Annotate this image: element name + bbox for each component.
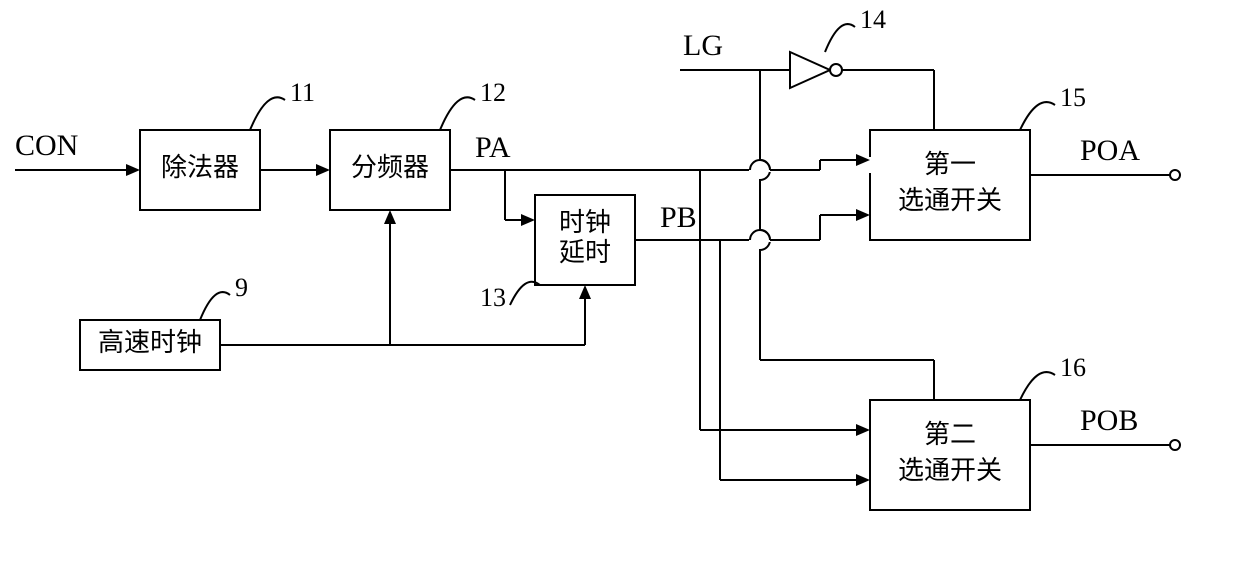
arrowhead-icon: [521, 214, 535, 226]
block-clock-delay-label1: 时钟: [559, 208, 611, 237]
callout-11-leader: [250, 97, 285, 130]
callout-9-label: 9: [235, 273, 248, 302]
callout-16-label: 16: [1060, 353, 1086, 382]
terminal-poa: [1170, 170, 1180, 180]
arrowhead-icon: [856, 209, 870, 221]
arrowhead-icon: [579, 285, 591, 299]
callout-16-leader: [1020, 372, 1055, 400]
arrowhead-icon: [856, 474, 870, 486]
block-divider-label: 除法器: [161, 153, 239, 182]
signal-con: CON: [15, 129, 78, 162]
signal-pb: PB: [660, 201, 697, 234]
block-switch-1-label1: 第一: [924, 150, 976, 179]
inverter-icon: [790, 52, 830, 88]
callout-15-label: 15: [1060, 83, 1086, 112]
wire-lg-to-sw2-v: [760, 70, 770, 360]
signal-pa: PA: [475, 131, 511, 164]
terminal-pob: [1170, 440, 1180, 450]
callout-14-label: 14: [860, 5, 886, 34]
arrowhead-icon: [126, 164, 140, 176]
callout-15-leader: [1020, 102, 1055, 130]
arrowhead-icon: [384, 210, 396, 224]
block-switch-2-label2: 选通开关: [898, 456, 1002, 485]
callout-12-leader: [440, 97, 475, 130]
arrowhead-icon: [316, 164, 330, 176]
callout-12-label: 12: [480, 78, 506, 107]
block-freq-divider-label: 分频器: [351, 153, 429, 182]
pb-hop-mask: [749, 238, 771, 242]
signal-poa: POA: [1080, 134, 1140, 167]
pa-hop-mask: [749, 168, 771, 172]
signal-lg: LG: [683, 29, 723, 62]
block-switch-1-label2: 选通开关: [898, 186, 1002, 215]
callout-11-label: 11: [290, 78, 315, 107]
block-hs-clock-label: 高速时钟: [98, 328, 202, 357]
arrowhead-icon: [856, 424, 870, 436]
callout-13-label: 13: [480, 283, 506, 312]
inverter-bubble-icon: [830, 64, 842, 76]
callout-14-leader: [825, 24, 855, 52]
signal-pob: POB: [1080, 404, 1138, 437]
block-switch-2-label1: 第二: [924, 420, 976, 449]
block-clock-delay-label2: 延时: [559, 238, 611, 267]
callout-9-leader: [200, 292, 230, 320]
